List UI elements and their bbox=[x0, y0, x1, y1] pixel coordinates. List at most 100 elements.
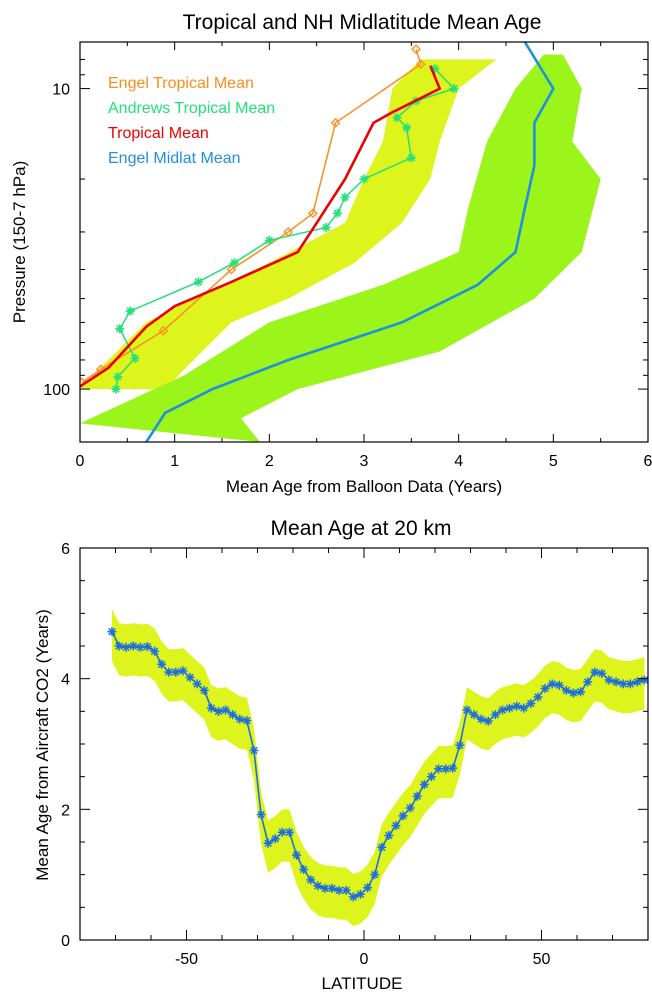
top-x-tick-label: 1 bbox=[170, 453, 179, 470]
mean-age-point bbox=[448, 763, 458, 773]
mean-age-point bbox=[107, 627, 117, 637]
mean-age-point bbox=[157, 659, 167, 669]
top-x-tick-label: 5 bbox=[549, 453, 558, 470]
mean-age-point bbox=[142, 642, 152, 652]
mean-age-point bbox=[277, 827, 287, 837]
tropical-uncertainty-band bbox=[80, 59, 497, 390]
mean-age-point bbox=[526, 698, 536, 708]
top-x-tick-label: 0 bbox=[76, 453, 85, 470]
mean-age-point bbox=[377, 842, 387, 852]
andrews-tropical-mean-point bbox=[402, 123, 412, 133]
top-bands bbox=[80, 54, 601, 442]
legend-tropical-mean: Tropical Mean bbox=[108, 125, 209, 142]
mean-age-point bbox=[235, 714, 245, 724]
top-y-axis-label: Pressure (150-7 hPa) bbox=[10, 161, 29, 324]
mean-age-point bbox=[618, 679, 628, 689]
top-x-tick-label: 3 bbox=[360, 453, 369, 470]
mean-age-point bbox=[199, 685, 209, 695]
mean-age-point bbox=[256, 810, 266, 820]
top-x-tick-label: 6 bbox=[644, 453, 652, 470]
mean-age-point bbox=[114, 641, 124, 651]
mean-age-point bbox=[533, 692, 543, 702]
mean-age-point bbox=[213, 706, 223, 716]
bottom-xticks: -50 0 50 bbox=[115, 548, 613, 968]
mean-age-point bbox=[164, 667, 174, 677]
mean-age-point bbox=[292, 850, 302, 860]
mean-age-point bbox=[540, 683, 550, 693]
mean-age-point bbox=[547, 679, 557, 689]
top-y-tick-label: 10 bbox=[52, 82, 70, 99]
top-y-tick-label: 100 bbox=[43, 382, 70, 399]
mean-age-point bbox=[185, 672, 195, 682]
andrews-tropical-mean-point bbox=[359, 174, 369, 184]
mean-age-point bbox=[476, 714, 486, 724]
mean-age-point bbox=[483, 716, 493, 726]
mean-age-point bbox=[412, 791, 422, 801]
mean-age-point bbox=[270, 834, 280, 844]
mean-age-point bbox=[597, 668, 607, 678]
andrews-tropical-mean-point bbox=[321, 223, 331, 233]
engel-tropical-mean-point bbox=[411, 44, 421, 55]
mean-age-point bbox=[505, 703, 515, 713]
mean-age-point bbox=[455, 740, 465, 750]
mean-age-point bbox=[135, 642, 145, 652]
bottom-y-tick-label: 6 bbox=[61, 541, 70, 558]
mean-age-point bbox=[434, 764, 444, 774]
engel-tropical-mean-point bbox=[307, 208, 318, 219]
bottom-chart-title: Mean Age at 20 km bbox=[271, 517, 452, 540]
mean-age-point bbox=[398, 811, 408, 821]
bottom-x-axis-label: LATITUDE bbox=[322, 974, 403, 993]
bottom-x-tick-label: 50 bbox=[533, 951, 551, 968]
andrews-tropical-mean-point bbox=[115, 324, 125, 334]
top-xticks: 0 1 2 3 4 5 6 bbox=[76, 42, 652, 470]
andrews-tropical-mean-point bbox=[130, 353, 140, 363]
mean-age-point bbox=[263, 838, 273, 848]
mean-age-point bbox=[327, 883, 337, 893]
andrews-tropical-mean-point bbox=[193, 277, 203, 287]
andrews-tropical-mean-point bbox=[449, 84, 459, 94]
mean-age-point bbox=[583, 677, 593, 687]
mean-age-point bbox=[426, 772, 436, 782]
bottom-x-tick-label: 0 bbox=[360, 951, 369, 968]
engel-tropical-mean-point bbox=[158, 325, 169, 336]
top-series bbox=[80, 42, 555, 442]
mean-age-point bbox=[171, 667, 181, 677]
legend: Engel Tropical Mean Andrews Tropical Mea… bbox=[108, 75, 275, 167]
mean-age-point bbox=[320, 883, 330, 893]
legend-engel-midlat: Engel Midlat Mean bbox=[108, 150, 241, 167]
mean-age-point bbox=[568, 688, 578, 698]
bottom-y-tick-label: 0 bbox=[61, 933, 70, 950]
mean-age-point bbox=[128, 641, 138, 651]
legend-engel-tropical: Engel Tropical Mean bbox=[108, 75, 254, 92]
mean-age-point bbox=[512, 701, 522, 711]
mean-age-point bbox=[490, 710, 500, 720]
mean-age-point bbox=[370, 870, 380, 880]
mean-age-point bbox=[469, 710, 479, 720]
bottom-chart: Mean Age at 20 km -50 0 50 0 2 4 6 LATITUDE M… bbox=[33, 517, 649, 993]
mean-age-point bbox=[348, 892, 358, 902]
engel-tropical-mean-point bbox=[226, 264, 237, 275]
top-x-tick-label: 2 bbox=[265, 453, 274, 470]
mean-age-point bbox=[554, 680, 564, 690]
bottom-y-axis-label: Mean Age from Aircraft CO2 (Years) bbox=[33, 609, 52, 880]
andrews-tropical-mean-point bbox=[125, 306, 135, 316]
mean-age-point bbox=[497, 705, 507, 715]
mean-age-point bbox=[576, 687, 586, 697]
top-yticks: 100 10 bbox=[43, 58, 648, 399]
engel-tropical-mean-point bbox=[330, 117, 341, 128]
mean-age-point bbox=[178, 666, 188, 676]
andrews-tropical-mean-point bbox=[111, 384, 121, 394]
top-chart: Tropical and NH Midlatitude Mean Age 0 1 2… bbox=[10, 11, 652, 496]
mean-age-point bbox=[561, 685, 571, 695]
andrews-tropical-mean-point bbox=[113, 372, 123, 382]
bottom-y-tick-label: 2 bbox=[61, 802, 70, 819]
mean-age-point bbox=[150, 646, 160, 656]
mean-age-point bbox=[462, 705, 472, 715]
andrews-tropical-mean-point bbox=[332, 208, 342, 218]
bottom-x-tick-label: -50 bbox=[175, 951, 198, 968]
mean-age-point bbox=[355, 889, 365, 899]
midlatitude-uncertainty-band bbox=[80, 54, 601, 442]
mean-age-point bbox=[206, 703, 216, 713]
engel-tropical-mean-point bbox=[415, 59, 426, 70]
